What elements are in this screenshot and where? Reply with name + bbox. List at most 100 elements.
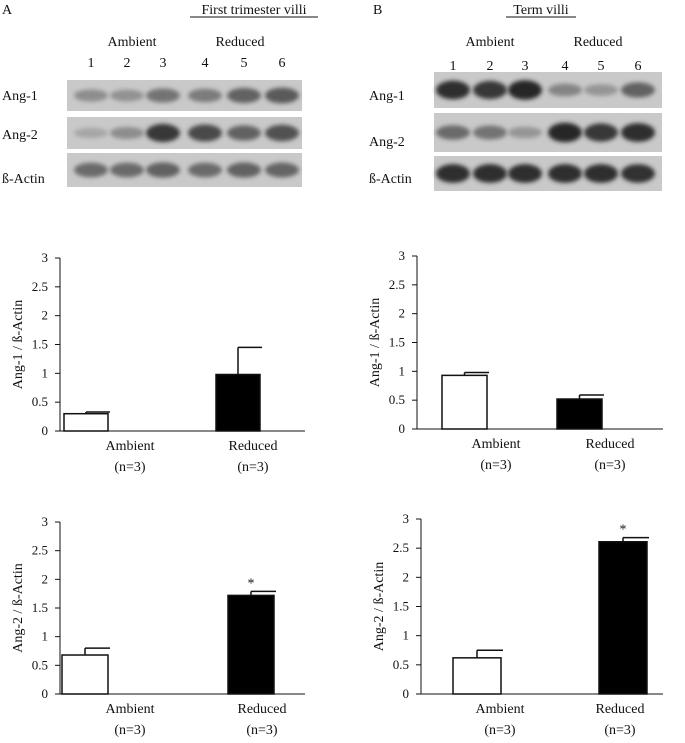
x-category-note: (n=3) bbox=[594, 458, 626, 473]
y-tick-label: 1.5 bbox=[32, 600, 48, 615]
blot-band bbox=[74, 89, 108, 102]
panel-b-letter: B bbox=[373, 3, 382, 18]
blot-band bbox=[621, 123, 655, 142]
panel-a-letter: A bbox=[2, 3, 13, 18]
bar-chart-ang2-first-trimester: 0 0.5 1 1.5 2 2.5 3 Ang-2 / ß-Actin Ambient (n=3)… bbox=[11, 514, 305, 738]
blot-band bbox=[436, 164, 470, 183]
blot-band bbox=[473, 164, 507, 183]
bar-chart-ang1-term: 0 0.5 1 1.5 2 2.5 3 Ang-1 / ß-Actin Ambient (n=3)… bbox=[368, 248, 663, 473]
bar-chart-ang1-first-trimester: 0 0.5 1 1.5 2 2.5 3 Ang-1 / ß-Actin Ambient (n=3)… bbox=[11, 250, 305, 475]
bar bbox=[61, 654, 109, 695]
y-tick-label: 1 bbox=[403, 628, 410, 643]
blot-band bbox=[265, 87, 299, 104]
blot-b-lane-number: 3 bbox=[522, 59, 529, 74]
x-category-note: (n=3) bbox=[246, 723, 278, 738]
blot-b-lane-number: 4 bbox=[562, 59, 569, 74]
blot-band bbox=[146, 88, 180, 103]
blot-band bbox=[110, 89, 144, 102]
blot-band bbox=[265, 124, 299, 142]
blot-band bbox=[146, 162, 180, 178]
blot-a-row-label-actin: ß-Actin bbox=[2, 172, 45, 187]
y-tick-label: 2 bbox=[42, 571, 49, 586]
x-category-note: (n=3) bbox=[480, 458, 512, 473]
y-tick-label: 0 bbox=[42, 423, 49, 438]
blot-band bbox=[548, 122, 582, 143]
blot-band bbox=[473, 125, 507, 140]
x-category-note: (n=3) bbox=[484, 723, 516, 738]
y-axis-label: Ang-1 / ß-Actin bbox=[368, 298, 383, 387]
blot-a-lane-number: 2 bbox=[124, 56, 131, 71]
y-tick-label: 3 bbox=[399, 248, 406, 263]
x-category-label: Ambient bbox=[472, 437, 521, 452]
x-category-note: (n=3) bbox=[237, 460, 269, 475]
blot-band bbox=[146, 123, 180, 143]
bar bbox=[63, 412, 109, 432]
blot-band bbox=[621, 82, 655, 98]
blot-b-row-label-actin: ß-Actin bbox=[369, 172, 412, 187]
blot-band bbox=[265, 162, 299, 178]
blot-band bbox=[227, 162, 261, 178]
blot-b-group-reduced: Reduced bbox=[574, 35, 623, 50]
y-tick-label: 1.5 bbox=[389, 335, 405, 350]
y-tick-label: 1.5 bbox=[393, 599, 409, 614]
panel-a-title: First trimester villi bbox=[202, 3, 307, 18]
y-tick-label: 2.5 bbox=[32, 543, 48, 558]
bar-chart-ang2-term: 0 0.5 1 1.5 2 2.5 3 Ang-2 / ß-Actin Ambient (n=3)… bbox=[372, 511, 663, 738]
y-tick-label: 0 bbox=[42, 686, 49, 701]
blot-band bbox=[621, 164, 655, 183]
blot-band bbox=[584, 123, 618, 142]
blot-band bbox=[227, 87, 261, 104]
blot-a-row-label-ang2: Ang-2 bbox=[2, 128, 38, 143]
y-tick-label: 0.5 bbox=[32, 657, 48, 672]
blot-a-lane-number: 3 bbox=[160, 56, 167, 71]
blot-a-lane-number: 4 bbox=[202, 56, 209, 71]
blot-band bbox=[436, 80, 470, 100]
y-tick-label: 3 bbox=[403, 511, 410, 526]
x-category-note: (n=3) bbox=[114, 723, 146, 738]
y-tick-label: 0 bbox=[399, 421, 406, 436]
y-tick-label: 3 bbox=[42, 514, 49, 529]
y-tick-label: 1 bbox=[42, 629, 49, 644]
blot-band bbox=[110, 162, 144, 178]
blot-band bbox=[188, 124, 222, 142]
blot-band bbox=[548, 83, 582, 97]
bar bbox=[227, 594, 275, 695]
blot-a-lane-number: 1 bbox=[88, 56, 95, 71]
y-tick-label: 2.5 bbox=[389, 277, 405, 292]
blot-band bbox=[508, 80, 542, 100]
y-tick-label: 2 bbox=[399, 306, 406, 321]
y-tick-label: 2.5 bbox=[32, 279, 48, 294]
y-tick-label: 1 bbox=[42, 365, 49, 380]
x-category-label: Ambient bbox=[106, 439, 155, 454]
blot-band bbox=[227, 125, 261, 141]
y-axis-label: Ang-2 / ß-Actin bbox=[11, 563, 26, 652]
blot-band bbox=[508, 164, 542, 183]
western-blot-a: Ambient Reduced 1 2 3 4 5 6 Ang-1 Ang-2 … bbox=[2, 35, 302, 187]
blot-band bbox=[436, 125, 470, 140]
y-tick-label: 2 bbox=[403, 569, 410, 584]
blot-b-row-label-ang1: Ang-1 bbox=[369, 89, 405, 104]
panel-b-title: Term villi bbox=[513, 3, 569, 18]
blot-band bbox=[548, 164, 582, 183]
y-tick-label: 1.5 bbox=[32, 337, 48, 352]
y-axis-label: Ang-1 / ß-Actin bbox=[11, 300, 26, 389]
blot-a-row-label-ang1: Ang-1 bbox=[2, 89, 38, 104]
blot-b-lane-number: 1 bbox=[450, 59, 457, 74]
significance-mark: * bbox=[248, 576, 255, 591]
y-tick-label: 0.5 bbox=[389, 392, 405, 407]
blot-band bbox=[110, 126, 144, 140]
y-axis-label: Ang-2 / ß-Actin bbox=[372, 562, 387, 651]
blot-b-lane-number: 5 bbox=[598, 59, 605, 74]
blot-band bbox=[584, 164, 618, 183]
blot-band bbox=[188, 88, 222, 103]
y-tick-label: 3 bbox=[42, 250, 49, 265]
blot-band bbox=[74, 127, 108, 139]
blot-b-row-label-ang2: Ang-2 bbox=[369, 135, 405, 150]
x-category-label: Ambient bbox=[106, 702, 155, 717]
x-category-label: Reduced bbox=[596, 702, 645, 717]
blot-a-group-reduced: Reduced bbox=[216, 35, 265, 50]
y-tick-label: 0.5 bbox=[32, 394, 48, 409]
x-category-label: Reduced bbox=[586, 437, 635, 452]
x-category-note: (n=3) bbox=[604, 723, 636, 738]
